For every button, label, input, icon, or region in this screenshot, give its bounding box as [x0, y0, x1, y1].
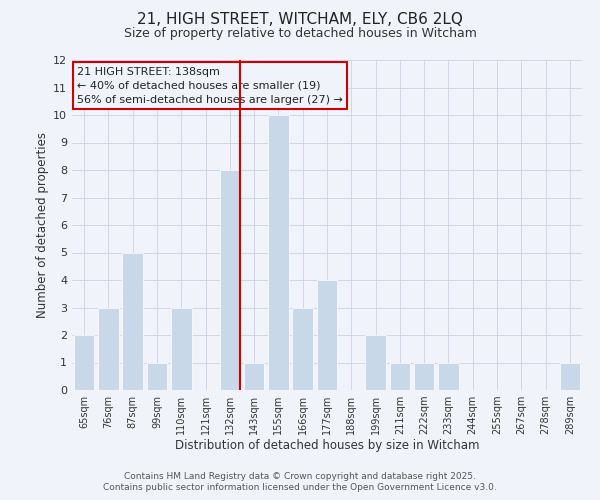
Bar	[292, 308, 313, 390]
Bar	[389, 362, 410, 390]
Bar	[146, 362, 167, 390]
Text: 21, HIGH STREET, WITCHAM, ELY, CB6 2LQ: 21, HIGH STREET, WITCHAM, ELY, CB6 2LQ	[137, 12, 463, 28]
X-axis label: Distribution of detached houses by size in Witcham: Distribution of detached houses by size …	[175, 438, 479, 452]
Bar	[98, 308, 119, 390]
Bar	[438, 362, 459, 390]
Bar	[365, 335, 386, 390]
Bar	[220, 170, 240, 390]
Text: Contains HM Land Registry data © Crown copyright and database right 2025.
Contai: Contains HM Land Registry data © Crown c…	[103, 472, 497, 492]
Bar	[560, 362, 580, 390]
Bar	[317, 280, 337, 390]
Text: Size of property relative to detached houses in Witcham: Size of property relative to detached ho…	[124, 28, 476, 40]
Bar	[74, 335, 94, 390]
Bar	[122, 252, 143, 390]
Bar	[268, 115, 289, 390]
Text: 21 HIGH STREET: 138sqm
← 40% of detached houses are smaller (19)
56% of semi-det: 21 HIGH STREET: 138sqm ← 40% of detached…	[77, 66, 343, 104]
Bar	[171, 308, 191, 390]
Bar	[414, 362, 434, 390]
Bar	[244, 362, 265, 390]
Y-axis label: Number of detached properties: Number of detached properties	[36, 132, 49, 318]
